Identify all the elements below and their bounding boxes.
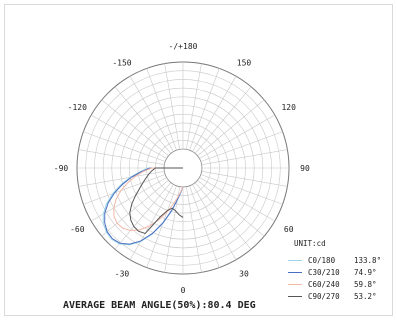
legend-series-value: 59.8° (354, 279, 377, 289)
series-curves (102, 167, 184, 246)
legend: UNIT:cd C0/180 133.8° C30/210 74.9° C60/240 5… (288, 239, 381, 302)
legend-item: C60/240 59.8° (288, 278, 381, 290)
grid-spoke (192, 76, 237, 152)
grid-spoke (146, 68, 177, 151)
grid-spoke (200, 131, 283, 162)
legend-series-value: 74.9° (354, 267, 377, 277)
legend-series-value: 133.8° (354, 255, 382, 265)
chart-frame: -/+180 150 120 90 60 30 0 -30 -60 -90 -120 -150 UNI… (4, 4, 393, 316)
grid-spoke (164, 63, 180, 150)
grid-spoke (197, 179, 265, 237)
grid-spoke (114, 86, 172, 154)
legend-item: C30/210 74.9° (288, 266, 381, 278)
grid-spoke (199, 114, 275, 159)
grid-spoke (83, 131, 166, 162)
grid-spoke (199, 177, 275, 222)
grid-spoke (101, 179, 169, 237)
unit-label: UNIT:cd (294, 239, 326, 248)
legend-item: C90/270 53.2° (288, 290, 381, 302)
angle-label: -90 (54, 164, 69, 173)
series-line (129, 167, 184, 235)
grid-spoke (101, 99, 169, 157)
angle-label: 0 (181, 286, 186, 295)
legend-item: C0/180 133.8° (288, 254, 381, 266)
grid-spoke (201, 171, 288, 187)
angle-label: 90 (300, 164, 310, 173)
grid-spoke (192, 184, 237, 260)
grid-spoke (186, 63, 202, 150)
legend-swatch (288, 259, 302, 261)
angle-label: -150 (112, 58, 131, 67)
legend-series-name: C90/270 (308, 291, 340, 301)
grid-spoke (78, 149, 165, 165)
legend-swatch (288, 271, 302, 273)
grid-spoke (83, 174, 166, 205)
grid-spoke (129, 184, 174, 260)
legend-series-name: C30/210 (308, 267, 340, 277)
average-beam-angle: AVERAGE BEAM ANGLE(50%):80.4 DEG (63, 300, 256, 311)
grid-spoke (91, 114, 167, 159)
grid-spoke (197, 99, 265, 157)
legend-rows: C0/180 133.8° C30/210 74.9° C60/240 59.8° C90/… (288, 254, 381, 302)
legend-series-value: 53.2° (354, 291, 377, 301)
grid-spoke (129, 76, 174, 152)
series-line (104, 167, 184, 245)
grid-spoke (146, 185, 177, 268)
grid-spoke (200, 174, 283, 205)
grid-spoke (114, 182, 172, 250)
grid-spoke (78, 171, 165, 187)
legend-series-name: C60/240 (308, 279, 340, 289)
angle-label: 30 (239, 270, 249, 279)
angle-label: -60 (70, 225, 85, 234)
grid-spoke (186, 186, 202, 273)
angle-labels: -/+180 150 120 90 60 30 0 -30 -60 -90 -120 -150 (54, 42, 310, 295)
angle-label: 120 (281, 103, 296, 112)
legend-swatch (288, 295, 302, 297)
legend-series-name: C0/180 (308, 255, 336, 265)
angle-label: 150 (237, 58, 252, 67)
angle-label: -120 (68, 103, 87, 112)
series-line (113, 167, 184, 232)
grid-spoke (201, 149, 288, 165)
grid-spoke (189, 185, 220, 268)
angle-label: 60 (284, 225, 294, 234)
grid-spoke (194, 86, 252, 154)
grid-spoke (189, 68, 220, 151)
angle-label: -30 (115, 270, 130, 279)
grid-spoke (194, 182, 252, 250)
angle-label: -/+180 (169, 42, 198, 51)
polar-plot: -/+180 150 120 90 60 30 0 -30 -60 -90 -120 -150 (54, 42, 310, 295)
legend-swatch (288, 283, 302, 285)
